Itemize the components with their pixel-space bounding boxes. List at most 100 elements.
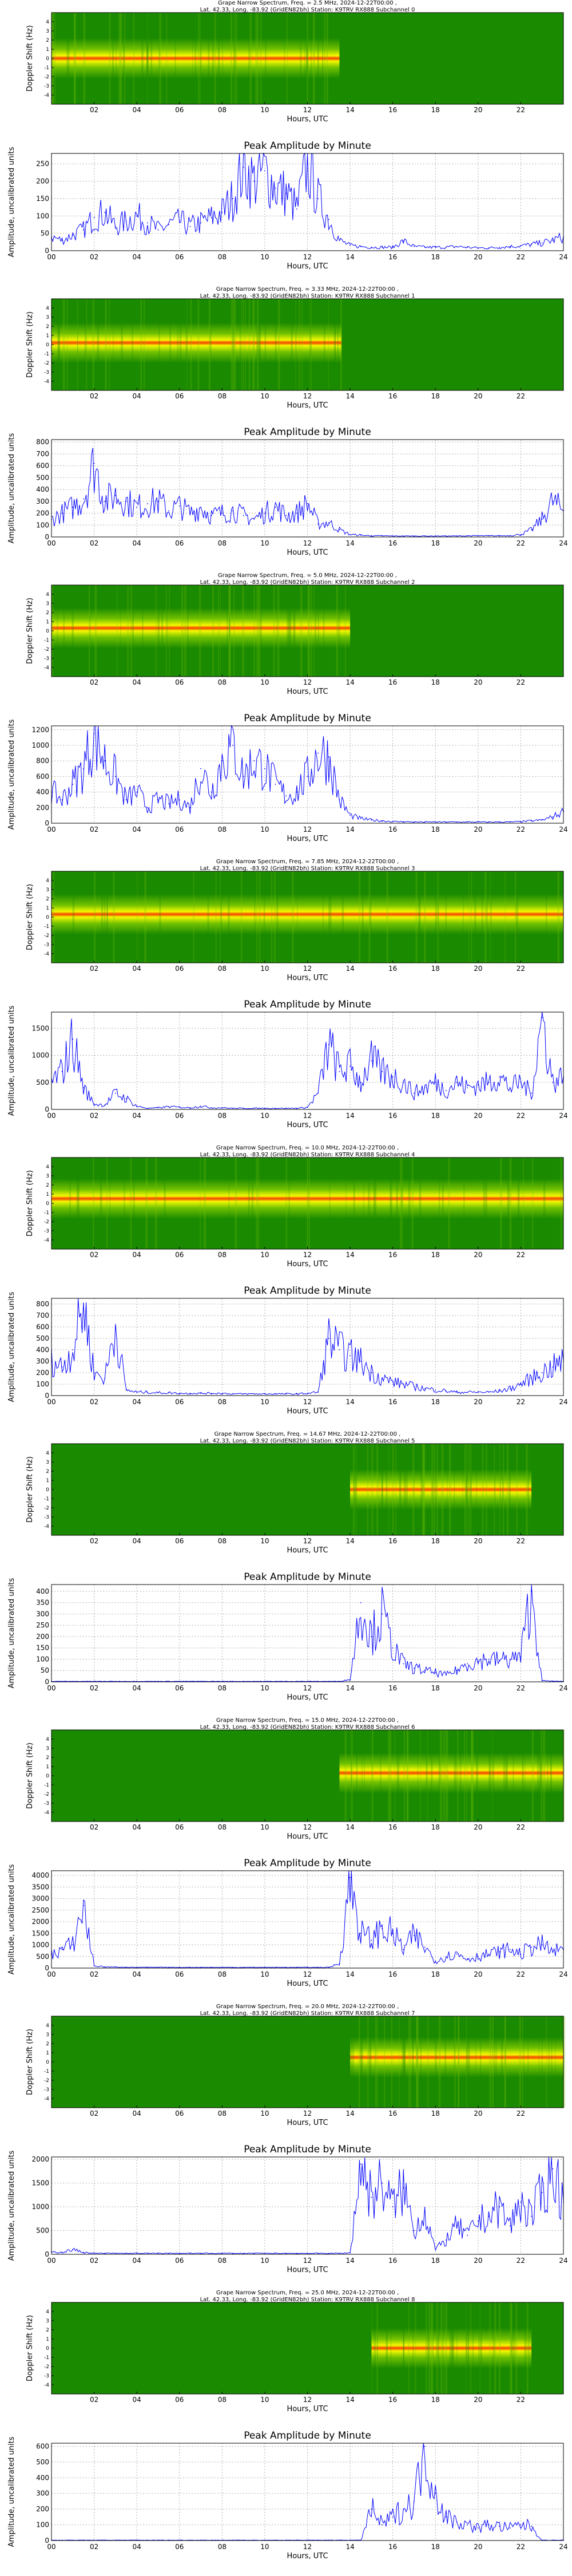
spectrum-texture [442,2302,444,2394]
amplitude-xtick-label: 24 [559,1684,567,1692]
amplitude-ytick-label: 400 [36,788,49,796]
amplitude-point [146,2253,148,2254]
spectrum-texture [390,1730,392,1822]
spectrum-texture [445,1730,447,1822]
spectrum-texture [399,1444,402,1535]
amplitude-point [307,163,308,165]
amplitude-point [72,1944,74,1946]
amplitude-title: Peak Amplitude by Minute [244,1571,371,1583]
spectrum-xtick-label: 18 [431,2396,440,2404]
spectrum-signal-band [51,13,340,104]
amplitude-point [328,1966,329,1968]
spectrum-texture [522,2016,523,2108]
spectrum-xtick-label: 16 [388,965,397,973]
amplitude-point [210,791,212,793]
spectrum-texture [304,13,305,104]
amplitude-xtick-label: 18 [431,1398,440,1406]
spectrum-texture [197,299,200,390]
spectrum-ylabel: Doppler Shift (Hz) [26,1170,34,1236]
amplitude-point [178,1107,180,1108]
amplitude-point [157,229,159,231]
spectrum-texture [467,2302,469,2394]
spectrum-texture [137,871,138,963]
spectrum-texture [550,1730,551,1822]
spectrum-texture [403,2016,405,2108]
amplitude-point [414,2230,415,2231]
spectrum-xtick-label: 06 [175,965,184,973]
amplitude-point [349,1355,351,1356]
amplitude-title: Peak Amplitude by Minute [244,2430,371,2441]
amplitude-xtick-label: 08 [218,253,227,261]
spectrum-ylabel: Doppler Shift (Hz) [26,311,34,378]
amplitude-point [371,1636,372,1637]
spectrum-xtick-label: 02 [90,2109,98,2117]
spectrum-texture [454,1444,455,1535]
amplitude-point [125,1966,127,1968]
amplitude-point [371,1372,372,1373]
spectrum-ytick-label: 1 [46,1192,49,1198]
spectrum-texture [285,1157,287,1249]
amplitude-point [509,2225,511,2227]
spectrum-signal-band [51,871,563,963]
spectrum-texture [431,2302,433,2394]
spectrum-ytick-label: 0 [46,342,49,348]
spectrum-texture [194,13,197,104]
amplitude-xtick-label: 22 [517,2543,525,2551]
amplitude-point [414,2500,415,2502]
amplitude-point [114,1326,116,1327]
spectrum-xtick-label: 22 [517,2396,525,2404]
panel-6: Grape Narrow Spectrum, Freq. = 15.0 MHz,… [7,1717,568,1988]
amplitude-point [435,2492,436,2494]
spectrum-texture [415,2302,416,2394]
amplitude-ytick-label: 1000 [31,2203,49,2211]
spectrum-texture [324,13,325,104]
spectrum-xtick-label: 18 [431,1537,440,1545]
spectrum-texture [546,2016,547,2108]
amplitude-point [531,529,532,531]
amplitude-point [392,1076,394,1078]
spectrum-texture [486,871,487,963]
spectrum-texture [107,871,108,963]
amplitude-xtick-label: 24 [559,539,567,547]
amplitude-xtick-label: 00 [47,539,55,547]
amplitude-point [61,1366,63,1368]
spectrum-texture [180,299,182,390]
spectrum-texture [166,585,168,677]
spectrum-texture [492,2302,494,2394]
amplitude-point [136,1392,138,1393]
amplitude-xtick-label: 18 [431,2257,440,2265]
spectrum-texture [256,1157,258,1249]
amplitude-point [296,2253,297,2254]
amplitude-point [360,1361,362,1362]
amplitude-ytick-label: 1500 [31,2179,49,2187]
spectrum-texture [391,2016,393,2108]
spectrum-texture [232,299,235,390]
spectrum-xtick-label: 18 [431,1823,440,1831]
spectrum-texture [166,13,168,104]
spectrum-ytick-label: 4 [46,1737,49,1743]
amplitude-point [424,1946,426,1948]
amplitude-ytick-label: 100 [36,212,49,220]
amplitude-point [382,2524,383,2526]
amplitude-ytick-label: 300 [36,1610,49,1618]
amplitude-point [200,768,201,769]
spectrum-xtick-label: 08 [218,1251,227,1259]
amplitude-point [445,2516,447,2518]
spectrum-texture [382,1444,383,1535]
amplitude-point [349,2252,351,2254]
amplitude-ytick-label: 1000 [31,1941,49,1949]
amplitude-point [328,219,329,220]
spectrum-texture [420,1444,422,1535]
amplitude-xtick-label: 14 [345,1684,354,1692]
amplitude-point [72,2249,74,2250]
amplitude-ytick-label: 250 [36,160,49,168]
spectrum-texture [259,299,261,390]
spectrum-ytick-label: -4 [44,2383,49,2388]
amplitude-point [307,2253,308,2254]
spectrum-xtick-label: 20 [474,1537,482,1545]
spectrum-xtick-label: 20 [474,965,482,973]
amplitude-point [531,2526,532,2527]
amplitude-title: Peak Amplitude by Minute [244,140,371,152]
amplitude-point [552,1680,554,1682]
amplitude-xtick-label: 18 [431,2543,440,2551]
